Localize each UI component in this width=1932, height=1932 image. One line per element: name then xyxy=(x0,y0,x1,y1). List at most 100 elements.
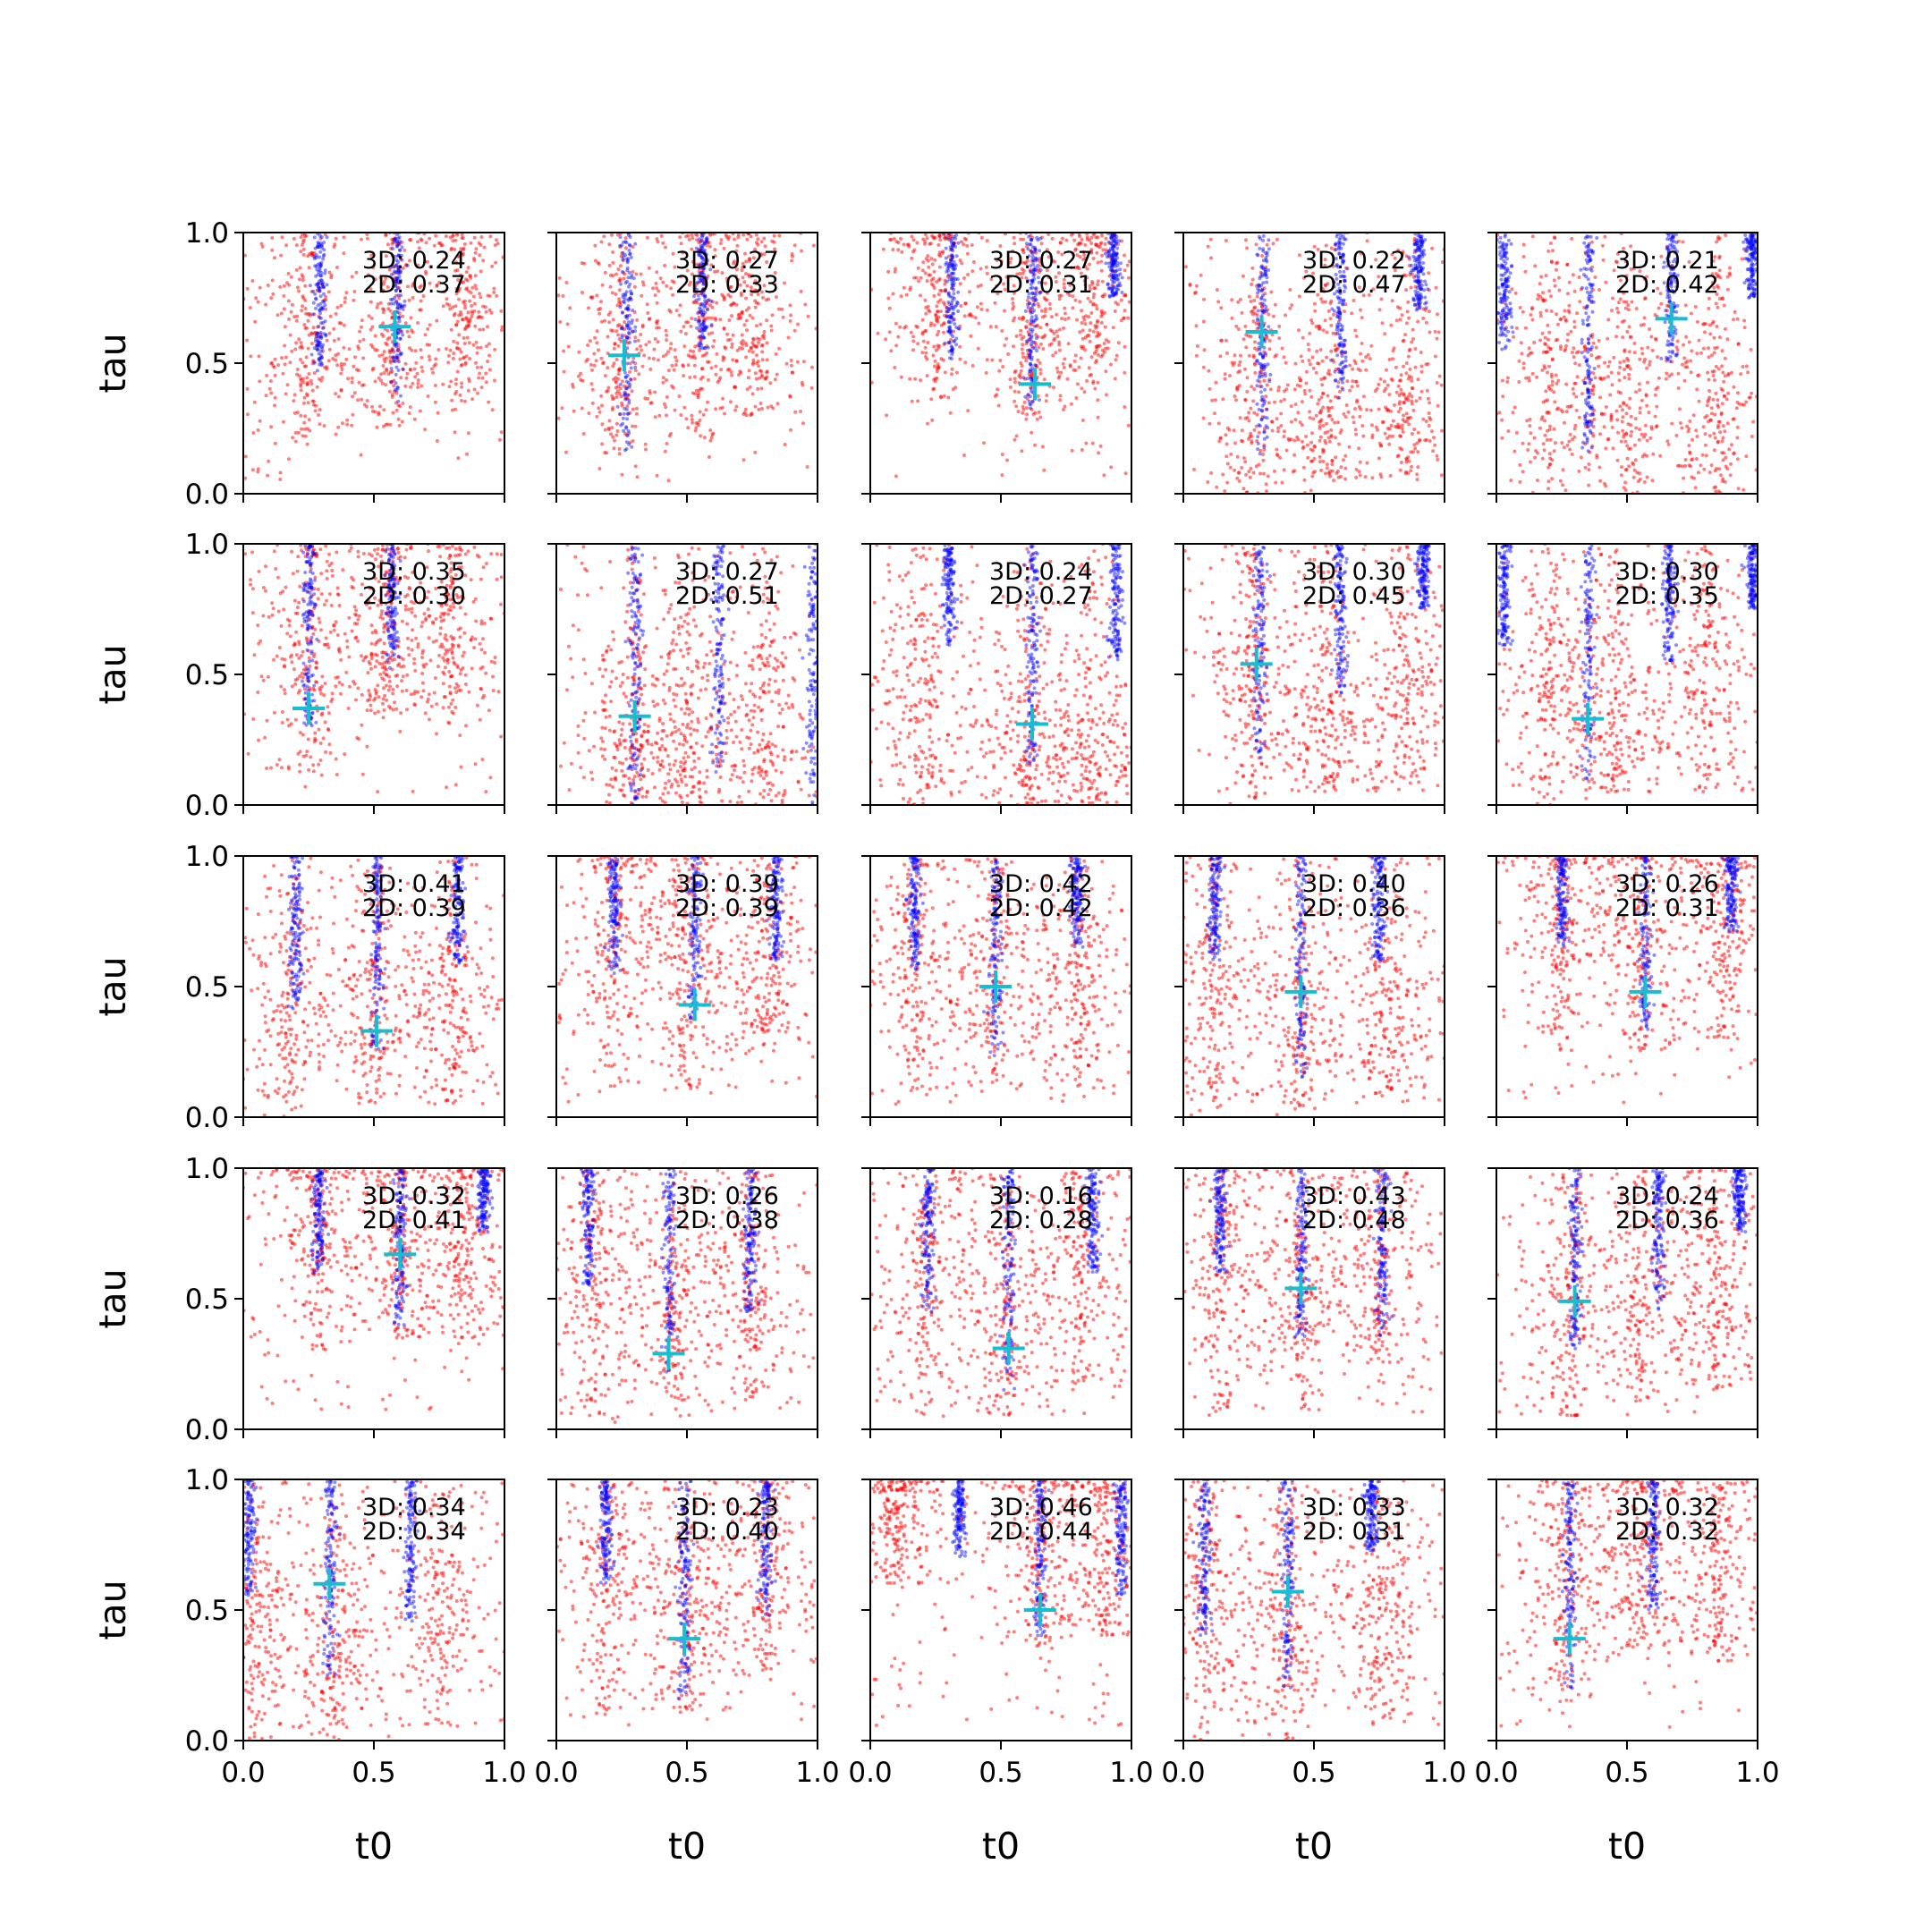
red-point xyxy=(1263,353,1267,358)
red-point xyxy=(893,366,897,369)
blue-point xyxy=(1110,263,1114,267)
red-point xyxy=(1250,385,1254,389)
red-point xyxy=(647,266,651,270)
red-point xyxy=(492,286,496,291)
red-point xyxy=(945,309,950,314)
red-point xyxy=(616,333,621,337)
red-point xyxy=(894,267,897,271)
red-point xyxy=(1411,337,1415,341)
red-point xyxy=(478,292,482,296)
blue-point xyxy=(1259,309,1264,313)
red-point xyxy=(744,355,749,360)
red-point xyxy=(937,252,942,257)
red-point xyxy=(312,312,317,317)
red-point xyxy=(1057,293,1062,298)
red-point xyxy=(468,299,472,303)
red-point xyxy=(1039,263,1044,267)
red-point xyxy=(1555,267,1558,272)
blue-point xyxy=(395,306,400,310)
red-point xyxy=(965,243,970,248)
red-point xyxy=(773,377,777,382)
red-point xyxy=(1535,375,1539,379)
red-point xyxy=(1432,436,1436,440)
blue-point xyxy=(394,237,398,241)
red-point xyxy=(396,285,401,290)
blue-point xyxy=(396,293,401,298)
blue-point xyxy=(1411,296,1416,301)
red-point xyxy=(1656,286,1660,291)
blue-point xyxy=(702,277,707,282)
blue-point xyxy=(1029,310,1033,315)
blue-point xyxy=(623,307,628,311)
red-point xyxy=(1088,339,1092,343)
blue-point xyxy=(633,339,637,343)
blue-point xyxy=(321,299,325,303)
red-point xyxy=(465,452,470,456)
blue-point xyxy=(949,303,953,308)
red-point xyxy=(1091,329,1096,334)
blue-point xyxy=(623,375,628,379)
red-point xyxy=(1254,464,1258,469)
red-point xyxy=(1251,355,1256,360)
red-point xyxy=(1239,353,1242,358)
red-point xyxy=(1021,271,1025,275)
red-point xyxy=(1543,335,1547,340)
blue-point xyxy=(318,353,323,358)
red-point xyxy=(600,283,605,287)
y-tick-label: 0.5 xyxy=(185,348,229,380)
red-point xyxy=(762,236,767,241)
red-point xyxy=(1323,318,1327,323)
red-point xyxy=(1064,238,1069,242)
red-point xyxy=(1262,336,1267,341)
red-point xyxy=(740,311,744,316)
red-point xyxy=(620,472,624,477)
red-point xyxy=(427,354,431,359)
red-point xyxy=(714,407,718,411)
red-point xyxy=(270,236,275,240)
red-point xyxy=(750,292,754,297)
red-point xyxy=(1383,431,1387,436)
red-point xyxy=(378,404,382,409)
red-point xyxy=(1352,420,1356,425)
red-point xyxy=(1656,355,1660,359)
red-point xyxy=(1116,242,1121,246)
blue-point xyxy=(1257,423,1261,428)
red-point xyxy=(1099,268,1104,273)
blue-point xyxy=(1030,280,1035,284)
red-point xyxy=(1057,271,1061,275)
blue-point xyxy=(625,325,630,329)
red-point xyxy=(1030,250,1034,255)
red-point xyxy=(266,473,270,478)
blue-point xyxy=(1415,266,1419,270)
red-point xyxy=(708,303,712,308)
red-point xyxy=(382,350,386,354)
blue-point xyxy=(698,249,702,253)
red-point xyxy=(884,337,888,342)
red-point xyxy=(693,284,698,288)
blue-point xyxy=(1120,291,1124,294)
blue-point xyxy=(1415,263,1419,267)
blue-point xyxy=(311,301,316,305)
blue-point xyxy=(950,247,954,251)
blue-point xyxy=(702,281,706,285)
blue-point xyxy=(394,288,398,292)
red-point xyxy=(1277,324,1282,328)
blue-point xyxy=(629,377,633,381)
blue-point xyxy=(621,258,625,261)
blue-point xyxy=(395,277,400,282)
red-point xyxy=(761,295,765,300)
red-point xyxy=(1318,438,1322,443)
red-point xyxy=(750,346,753,351)
red-point xyxy=(693,344,698,349)
red-point xyxy=(481,327,486,332)
blue-point xyxy=(309,352,314,357)
red-point xyxy=(762,329,767,334)
red-point xyxy=(693,428,698,433)
red-point xyxy=(647,340,651,344)
blue-point xyxy=(1338,362,1343,367)
blue-point xyxy=(1107,261,1111,266)
red-point xyxy=(1534,449,1538,453)
red-point xyxy=(1558,479,1563,483)
blue-point xyxy=(950,282,954,286)
blue-point xyxy=(1417,243,1421,248)
